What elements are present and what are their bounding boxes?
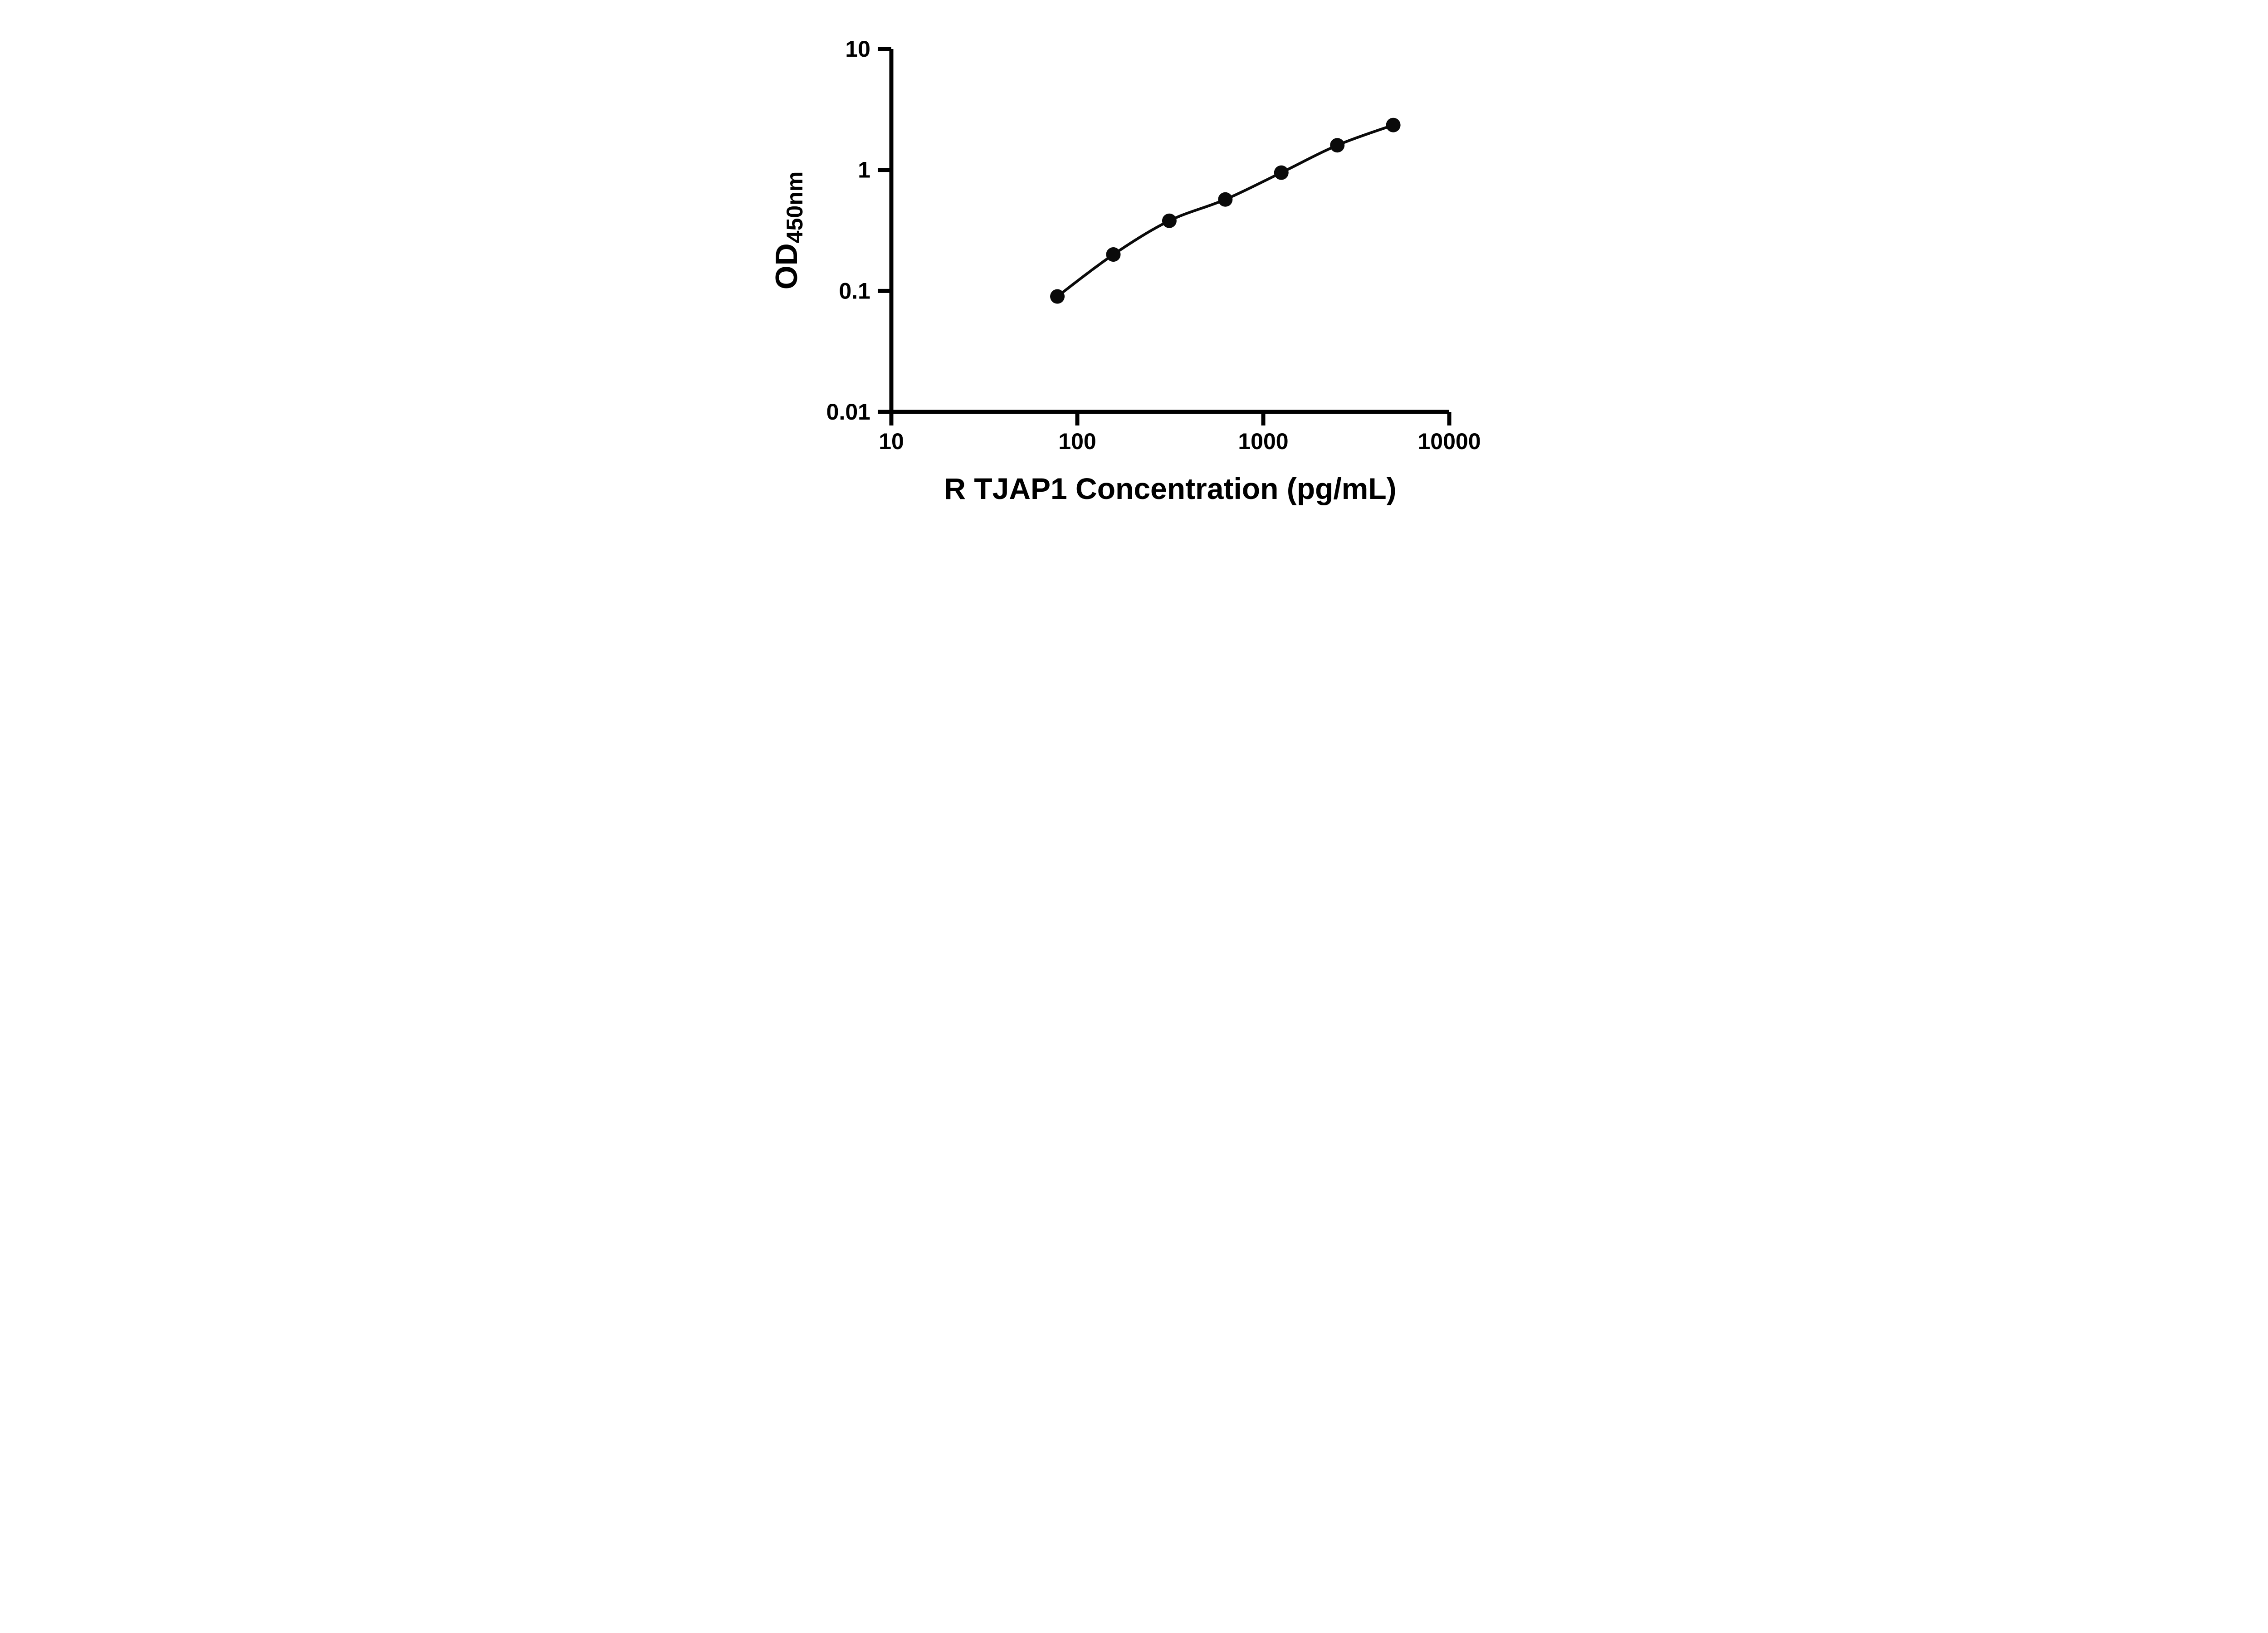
x-tick-label: 10 <box>879 429 904 454</box>
data-point-marker <box>1050 289 1065 304</box>
standard-curve-chart: 0.01 0.1 1 10 10 100 1000 10000 R TJAP1 Concentr… <box>746 0 1522 544</box>
y-tick-label: 10 <box>845 36 870 62</box>
y-tick-label: 0.01 <box>826 399 870 425</box>
x-axis-title: R TJAP1 Concentration (pg/mL) <box>944 472 1396 505</box>
data-point-marker <box>1218 192 1233 207</box>
y-tick-label: 1 <box>858 157 870 183</box>
y-tick-label: 0.1 <box>839 278 870 303</box>
y-axis-title-base: OD <box>769 243 804 289</box>
data-point-marker <box>1330 138 1345 153</box>
data-point-marker <box>1386 117 1401 132</box>
data-point-marker <box>1274 165 1289 180</box>
x-tick-label: 100 <box>1058 429 1096 454</box>
y-axis-title: OD450nm <box>769 171 807 289</box>
data-point-marker <box>1106 247 1121 262</box>
standard-curve-line <box>1056 123 1394 298</box>
chart-canvas: 0.01 0.1 1 10 10 100 1000 10000 R TJAP1 Concentr… <box>769 36 1481 505</box>
data-point-marker <box>1162 213 1177 228</box>
y-axis-title-subscript: 450nm <box>782 171 807 243</box>
x-tick-label: 10000 <box>1418 429 1481 454</box>
x-tick-label: 1000 <box>1238 429 1288 454</box>
